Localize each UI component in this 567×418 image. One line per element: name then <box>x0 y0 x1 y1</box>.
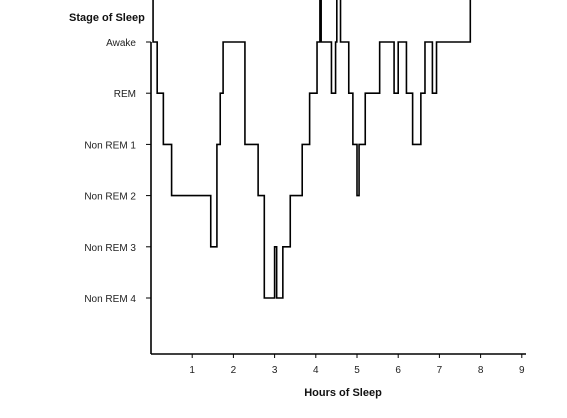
y-tick-label: Awake <box>106 38 136 49</box>
x-tick-label: 5 <box>354 365 360 376</box>
y-tick-label: Non REM 2 <box>84 192 136 203</box>
y-tick-label: Non REM 3 <box>84 243 136 254</box>
y-axis-ticks: Non REM 4 Non REM 3 Non REM 2 Non REM 1 REM A… <box>84 38 151 305</box>
y-tick-label: Non REM 4 <box>84 294 136 305</box>
x-tick-label: 1 <box>189 365 195 376</box>
y-axis-title: Stage of Sleep <box>69 12 145 24</box>
x-tick-label: 8 <box>478 365 484 376</box>
x-tick-label: 4 <box>313 365 319 376</box>
x-tick-label: 6 <box>395 365 401 376</box>
x-tick-label: 9 <box>519 365 525 376</box>
y-tick-label: Non REM 1 <box>84 140 136 151</box>
x-tick-label: 7 <box>437 365 443 376</box>
sleep-stage-line <box>152 0 472 299</box>
y-tick-label: REM <box>114 89 136 100</box>
x-axis-title: Hours of Sleep <box>304 387 382 399</box>
x-axis-ticks: 1 2 3 4 5 6 7 8 9 <box>189 354 525 376</box>
x-tick-label: 3 <box>272 365 278 376</box>
x-tick-label: 2 <box>231 365 237 376</box>
